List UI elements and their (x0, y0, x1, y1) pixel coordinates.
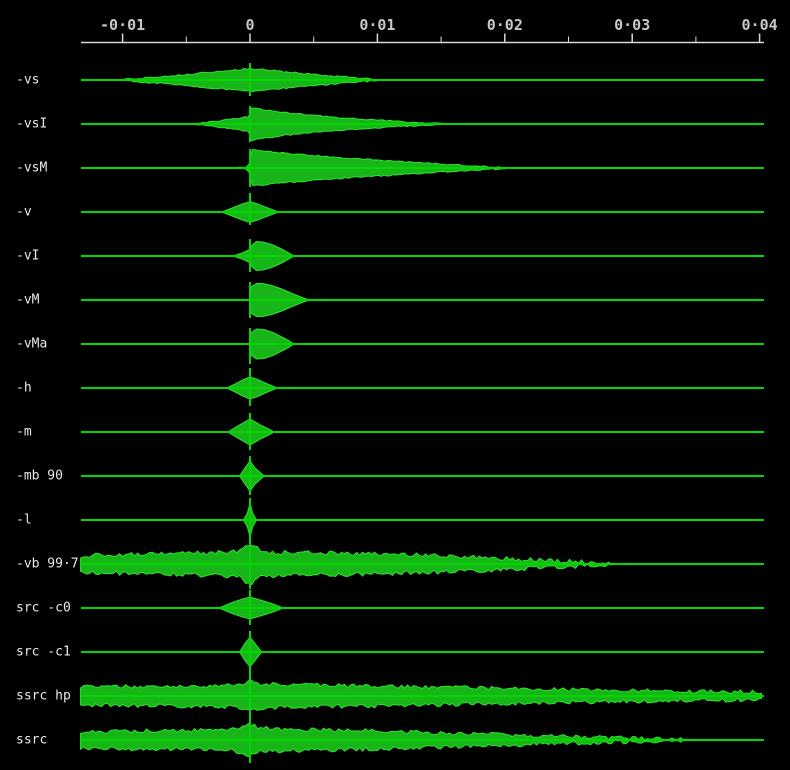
x-tick-label: 0·03 (614, 16, 650, 34)
row-label: ssrc hp (16, 689, 71, 704)
row-label: -vs (16, 73, 39, 88)
x-tick-label: 0·04 (742, 16, 778, 34)
row-spike (249, 413, 251, 450)
row-label: -vsM (16, 161, 47, 176)
row-spike (249, 498, 251, 541)
row-label: -vb 99·7 (16, 557, 79, 572)
row-label: -vMa (16, 337, 47, 352)
x-tick-label: 0·02 (487, 16, 523, 34)
row-label: -v (16, 205, 32, 220)
row-spike (249, 672, 251, 718)
row-spike (249, 193, 251, 225)
row-spike (249, 590, 251, 625)
row-spike (249, 63, 251, 96)
row-label: -vM (16, 293, 40, 308)
row-label: src -c0 (16, 601, 71, 616)
row-spike (249, 631, 251, 672)
row-spike (249, 239, 251, 272)
row-spike (249, 328, 251, 364)
x-tick-label: 0·01 (359, 16, 395, 34)
x-tick-label: -0·01 (100, 16, 145, 34)
row-label: src -c1 (16, 645, 71, 660)
row-label: -vI (16, 249, 39, 264)
row-label: -mb 90 (16, 469, 63, 484)
row-spike (249, 456, 251, 495)
x-tick-label: 0 (245, 16, 254, 34)
row-label: ssrc (16, 733, 47, 748)
row-spike (249, 149, 251, 187)
row-spike (249, 537, 251, 589)
row-label: -h (16, 381, 32, 396)
row-spike (249, 716, 251, 763)
row-label: -vsI (16, 117, 47, 132)
row-spike (249, 106, 251, 142)
row-spike (249, 368, 251, 406)
row-spike (249, 282, 251, 318)
row-label: -m (16, 425, 32, 440)
row-label: -l (16, 513, 32, 528)
